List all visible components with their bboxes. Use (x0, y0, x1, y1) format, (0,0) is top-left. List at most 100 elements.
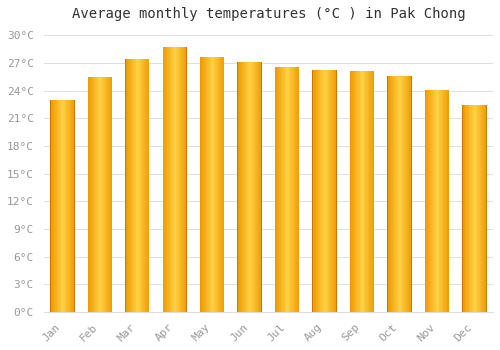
Bar (331, 70, 332, 312)
Bar (478, 105, 479, 312)
Bar (202, 57, 203, 312)
Bar (181, 48, 182, 312)
Bar (464, 105, 466, 312)
Bar (398, 76, 400, 312)
Bar (62, 100, 63, 312)
Bar (322, 70, 323, 312)
Bar (294, 67, 295, 312)
Bar (357, 70, 358, 312)
Bar (286, 67, 287, 312)
Bar (326, 70, 327, 312)
Bar (184, 48, 186, 312)
Bar (368, 70, 370, 312)
Bar (287, 67, 288, 312)
Bar (125, 58, 126, 312)
Bar (448, 90, 449, 312)
Bar (214, 57, 216, 312)
Bar (73, 100, 74, 312)
Bar (178, 48, 179, 312)
Bar (365, 70, 366, 312)
Bar (332, 70, 334, 312)
Bar (350, 70, 352, 312)
Bar (358, 70, 360, 312)
Bar (210, 57, 212, 312)
Bar (59, 100, 60, 312)
Bar (131, 58, 132, 312)
Bar (186, 48, 187, 312)
Bar (441, 90, 442, 312)
Bar (213, 57, 214, 312)
Bar (428, 90, 429, 312)
Bar (139, 58, 140, 312)
Bar (243, 62, 244, 312)
Bar (146, 58, 147, 312)
Bar (427, 90, 428, 312)
Bar (66, 100, 68, 312)
Bar (204, 57, 205, 312)
Bar (320, 70, 322, 312)
Bar (280, 67, 281, 312)
Bar (335, 70, 336, 312)
Bar (61, 100, 62, 312)
Bar (392, 76, 393, 312)
Bar (481, 105, 482, 312)
Bar (216, 57, 217, 312)
Bar (239, 62, 240, 312)
Bar (110, 77, 111, 312)
Bar (352, 70, 353, 312)
Bar (182, 48, 183, 312)
Bar (313, 70, 314, 312)
Bar (296, 67, 297, 312)
Bar (52, 100, 54, 312)
Bar (109, 77, 110, 312)
Bar (111, 77, 112, 312)
Bar (132, 58, 133, 312)
Bar (397, 76, 398, 312)
Bar (472, 105, 474, 312)
Bar (406, 76, 408, 312)
Bar (90, 77, 91, 312)
Bar (254, 62, 256, 312)
Bar (107, 77, 108, 312)
Bar (257, 62, 258, 312)
Bar (291, 67, 292, 312)
Bar (128, 58, 129, 312)
Bar (136, 58, 138, 312)
Bar (438, 90, 440, 312)
Bar (240, 62, 242, 312)
Bar (482, 105, 484, 312)
Bar (432, 90, 433, 312)
Bar (217, 57, 218, 312)
Bar (164, 48, 165, 312)
Bar (64, 100, 65, 312)
Bar (390, 76, 392, 312)
Bar (72, 100, 73, 312)
Bar (314, 70, 315, 312)
Bar (431, 90, 432, 312)
Bar (249, 62, 250, 312)
Bar (400, 76, 401, 312)
Bar (366, 70, 367, 312)
Bar (94, 77, 95, 312)
Bar (317, 70, 318, 312)
Bar (142, 58, 143, 312)
Bar (129, 58, 130, 312)
Bar (144, 58, 146, 312)
Bar (424, 90, 426, 312)
Bar (354, 70, 356, 312)
Bar (220, 57, 221, 312)
Bar (323, 70, 324, 312)
Bar (242, 62, 243, 312)
Bar (463, 105, 464, 312)
Bar (130, 58, 131, 312)
Bar (140, 58, 141, 312)
Bar (319, 70, 320, 312)
Bar (324, 70, 326, 312)
Bar (315, 70, 316, 312)
Bar (284, 67, 286, 312)
Bar (51, 100, 52, 312)
Bar (218, 57, 220, 312)
Bar (290, 67, 291, 312)
Bar (170, 48, 172, 312)
Bar (475, 105, 476, 312)
